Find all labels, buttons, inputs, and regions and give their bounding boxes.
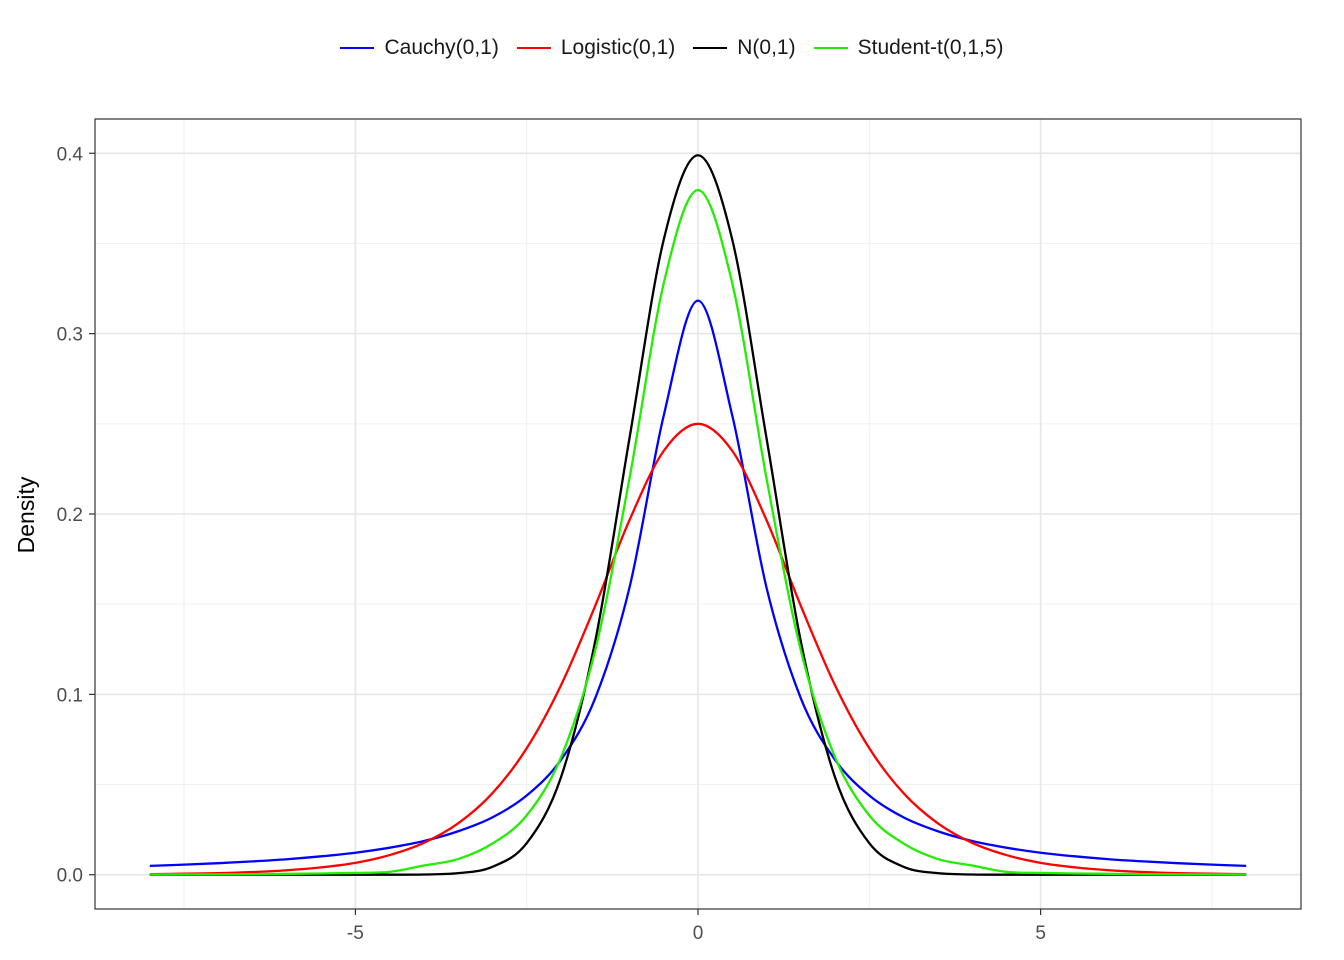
grid-major	[95, 119, 1301, 909]
series-line-cauchy	[149, 299, 1247, 868]
series-line-logistic	[149, 422, 1247, 876]
x-tick-label: 5	[1035, 923, 1046, 944]
y-tick-label: 0.3	[57, 325, 83, 346]
series-lines	[149, 154, 1247, 876]
legend-item-normal: N(0,1)	[693, 36, 796, 60]
legend-item-logistic: Logistic(0,1)	[516, 36, 676, 60]
y-axis-ticks: 0.0 0.1 0.2 0.3 0.4	[57, 144, 95, 887]
y-tick-label: 0.4	[57, 144, 84, 165]
legend-key-cauchy	[340, 47, 375, 49]
y-tick-label: 0.2	[57, 505, 83, 526]
x-tick-label: 0	[693, 923, 704, 944]
legend: Cauchy(0,1) Logistic(0,1) N(0,1) Student…	[0, 36, 1344, 60]
x-tick-label: -5	[347, 923, 364, 944]
legend-key-normal	[693, 47, 728, 49]
series-line-normal	[149, 154, 1247, 876]
y-tick-label: 0.0	[57, 866, 83, 887]
legend-key-student-t	[813, 47, 848, 49]
legend-label-cauchy: Cauchy(0,1)	[384, 36, 499, 59]
legend-label-logistic: Logistic(0,1)	[560, 36, 676, 59]
legend-item-cauchy: Cauchy(0,1)	[340, 36, 499, 60]
series-line-student-t	[149, 188, 1247, 876]
legend-item-student-t: Student-t(0,1,5)	[813, 36, 1004, 60]
y-tick-label: 0.1	[57, 685, 83, 706]
y-axis-title: Density	[13, 476, 39, 553]
x-axis-ticks: -5 0 5	[347, 909, 1046, 944]
legend-key-logistic	[516, 47, 551, 49]
legend-label-student-t: Student-t(0,1,5)	[857, 36, 1004, 59]
legend-label-normal: N(0,1)	[737, 36, 796, 59]
